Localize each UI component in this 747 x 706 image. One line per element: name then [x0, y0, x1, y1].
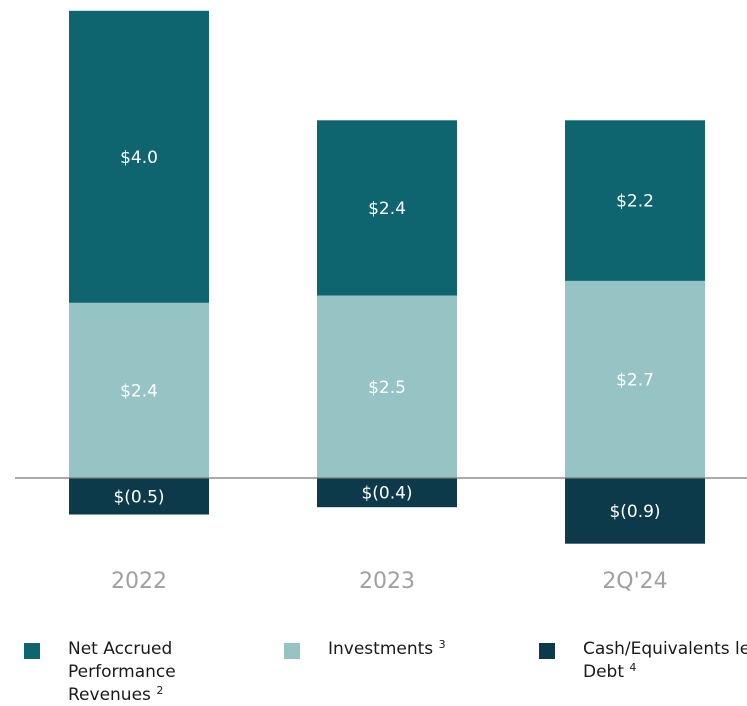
value-label: $(0.4) [361, 484, 412, 504]
legend-item: Investments 3 [284, 638, 488, 661]
value-label: $2.5 [368, 378, 406, 398]
bar-segment [317, 120, 457, 296]
value-label: $2.7 [616, 370, 654, 390]
value-label: $(0.9) [609, 502, 660, 522]
legend-swatch [539, 643, 555, 659]
legend-swatch [24, 643, 40, 659]
value-label: $2.4 [368, 199, 406, 219]
legend-label: Net Accrued Performance Revenues [68, 639, 176, 705]
bar-segment [69, 478, 209, 515]
x-tick-label: 2023 [359, 569, 415, 594]
legend-text: Cash/Equivalents less Debt 4 [583, 638, 747, 684]
bar-segment [317, 478, 457, 508]
legend-label: Cash/Equivalents less Debt [583, 639, 747, 682]
legend-text: Investments 3 [328, 638, 488, 661]
legend-item: Net Accrued Performance Revenues 2 [24, 638, 208, 706]
value-label: $2.4 [120, 381, 158, 401]
legend-label: Investments [328, 639, 434, 659]
chart: $(0.5) $2.4 $4.0 2022 $(0.4) $2.5 $2.4 2023 $(0.… [15, 10, 747, 594]
footnote-marker: 2 [156, 684, 164, 697]
bar-segment [565, 478, 705, 544]
bar-segment [317, 295, 457, 478]
footnote-marker: 4 [629, 661, 637, 674]
value-label: $(0.5) [113, 487, 164, 507]
x-tick-label: 2022 [111, 569, 167, 594]
value-label: $2.2 [616, 192, 654, 212]
x-tick-label: 2Q'24 [602, 569, 667, 594]
bar-segment [565, 280, 705, 478]
bar-segment [69, 302, 209, 478]
legend-item: Cash/Equivalents less Debt 4 [539, 638, 747, 684]
legend-swatch [284, 643, 300, 659]
legend-text: Net Accrued Performance Revenues 2 [68, 638, 208, 706]
bar-segment [565, 120, 705, 281]
value-label: $4.0 [120, 148, 158, 168]
bar-segment [69, 10, 209, 303]
footnote-marker: 3 [438, 638, 446, 651]
